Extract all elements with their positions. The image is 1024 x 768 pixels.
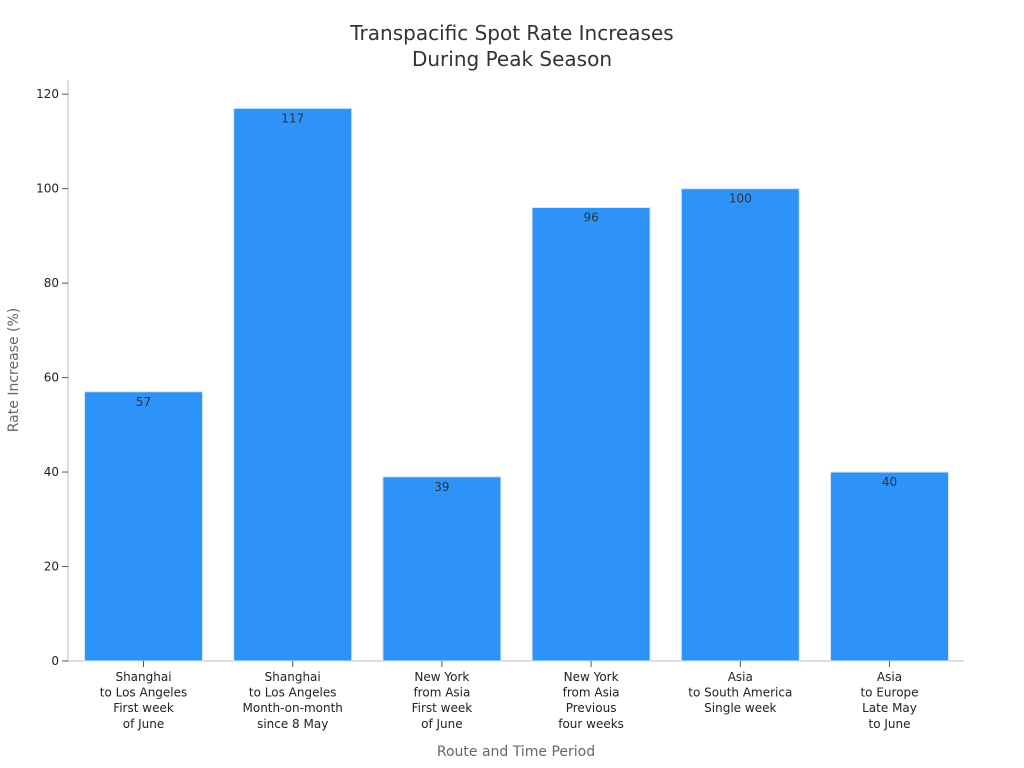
x-tick-label-line: Shanghai — [265, 670, 321, 684]
y-tick-labels: 0 20 40 60 80 100 120 — [36, 87, 68, 668]
y-tick-label: 60 — [44, 371, 59, 385]
x-tick-label-line: of June — [421, 717, 463, 731]
x-tick-label-line: to June — [869, 717, 911, 731]
bar-value-label: 117 — [281, 111, 304, 125]
bar-value-label: 40 — [882, 475, 897, 489]
x-tick-label-line: Late May — [862, 701, 917, 715]
x-tick-label-line: Single week — [704, 701, 776, 715]
bar-value-label: 57 — [136, 395, 151, 409]
y-tick-label: 20 — [44, 560, 59, 574]
x-tick-label-line: to Los Angeles — [100, 686, 188, 700]
y-tick-label: 80 — [44, 276, 59, 290]
x-tick-label-line: since 8 May — [257, 717, 328, 731]
x-tick-label-line: First week — [113, 701, 174, 715]
x-tick-label-line: Asia — [877, 670, 902, 684]
x-tick-label-line: to Los Angeles — [249, 686, 337, 700]
x-tick-label-line: to Europe — [860, 686, 918, 700]
bar-value-label: 96 — [583, 211, 598, 225]
x-tick-label-line: of June — [123, 717, 165, 731]
chart-axes — [67, 80, 964, 662]
chart-bars — [84, 107, 949, 662]
x-tick-label-line: Month-on-month — [243, 701, 343, 715]
bar-value-label: 39 — [434, 480, 449, 494]
x-tick-label-line: New York — [564, 670, 619, 684]
bar — [84, 391, 203, 662]
y-axis-label: Rate Increase (%) — [6, 308, 22, 432]
x-tick-label-line: from Asia — [413, 686, 470, 700]
y-tick-label: 120 — [36, 87, 59, 101]
x-tick-label-line: four weeks — [558, 717, 624, 731]
bar — [830, 471, 949, 662]
x-tick-label-line: Shanghai — [115, 670, 171, 684]
bar — [233, 107, 353, 662]
chart-data-labels: 57 117 39 96 100 40 — [136, 111, 897, 493]
y-tick-label: 0 — [51, 654, 59, 668]
x-tick-label-line: Previous — [566, 701, 617, 715]
x-tick-label-line: to South America — [688, 686, 792, 700]
bar-value-label: 100 — [729, 192, 752, 206]
y-tick-label: 40 — [44, 465, 59, 479]
chart-title-line: During Peak Season — [412, 47, 612, 71]
x-tick-label-line: from Asia — [563, 686, 620, 700]
chart-title-line: Transpacific Spot Rate Increases — [349, 21, 673, 45]
x-axis-label: Route and Time Period — [437, 744, 595, 760]
bar — [680, 188, 800, 662]
x-tick-label-line: First week — [412, 701, 473, 715]
y-tick-label: 100 — [36, 182, 59, 196]
x-tick-label-line: Asia — [728, 670, 753, 684]
x-tick-label-line: New York — [414, 670, 469, 684]
bar — [531, 207, 651, 662]
bar — [382, 476, 502, 662]
